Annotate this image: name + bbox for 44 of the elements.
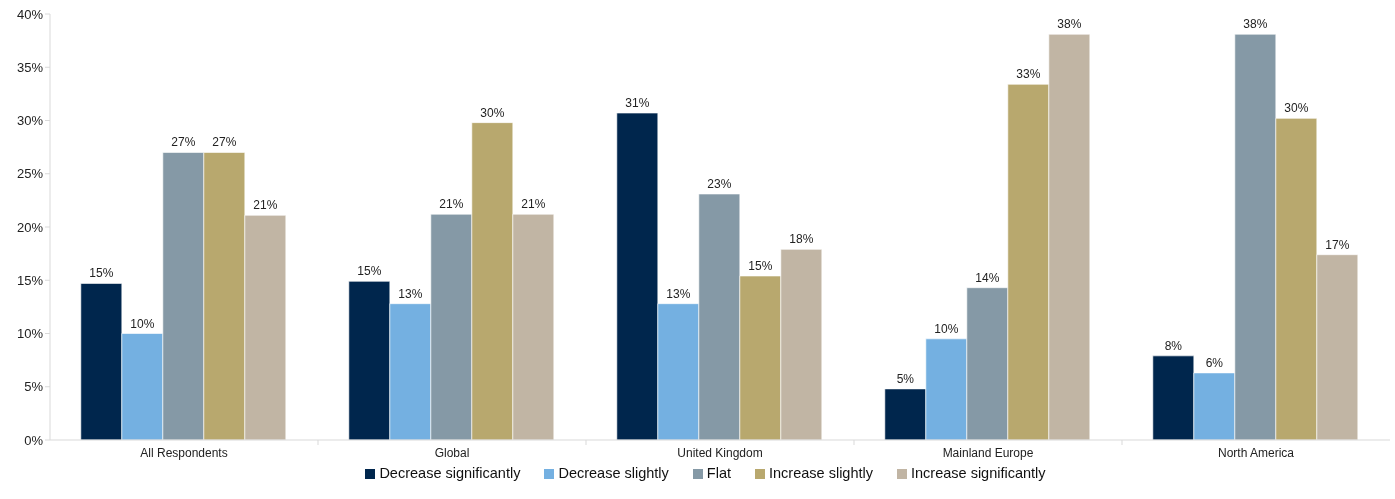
data-label: 33% bbox=[1016, 67, 1041, 82]
x-tick-label: Mainland Europe bbox=[942, 446, 1034, 460]
data-label: 15% bbox=[357, 264, 382, 279]
data-label: 27% bbox=[171, 135, 196, 150]
data-label: 30% bbox=[1284, 101, 1309, 116]
legend-label: Flat bbox=[706, 465, 732, 481]
data-label: 21% bbox=[439, 197, 464, 212]
x-tick-label: United Kingdom bbox=[677, 446, 763, 460]
y-tick-label: 5% bbox=[24, 379, 44, 395]
y-tick-label: 25% bbox=[16, 166, 44, 182]
x-tick-label: North America bbox=[1217, 446, 1295, 460]
legend-label: Increase significantly bbox=[911, 465, 1046, 481]
data-label: 5% bbox=[896, 371, 915, 386]
data-label: 13% bbox=[666, 286, 691, 301]
y-tick-label: 30% bbox=[16, 113, 44, 129]
legend-label: Decrease slightly bbox=[558, 465, 669, 481]
data-label: 14% bbox=[975, 270, 1000, 285]
data-label: 21% bbox=[253, 198, 278, 213]
data-label: 10% bbox=[934, 321, 959, 336]
y-tick-label: 40% bbox=[16, 6, 44, 22]
data-label: 17% bbox=[1325, 237, 1350, 252]
data-label: 10% bbox=[130, 316, 155, 331]
legend-label: Decrease significantly bbox=[379, 465, 521, 481]
legend-label: Increase slightly bbox=[769, 465, 873, 481]
data-label: 18% bbox=[789, 232, 814, 247]
x-tick-label: All Respondents bbox=[140, 446, 228, 460]
data-label: 38% bbox=[1243, 17, 1268, 32]
data-label: 15% bbox=[89, 266, 114, 281]
data-label: 8% bbox=[1164, 338, 1183, 353]
y-tick-label: 35% bbox=[16, 59, 44, 75]
y-tick-label: 10% bbox=[16, 326, 44, 342]
data-label: 30% bbox=[480, 105, 505, 120]
y-tick-label: 15% bbox=[16, 272, 44, 288]
data-label: 23% bbox=[707, 176, 732, 191]
y-tick-label: 0% bbox=[24, 432, 44, 448]
data-label: 27% bbox=[212, 135, 237, 150]
data-label: 31% bbox=[625, 96, 650, 111]
data-label: 13% bbox=[398, 286, 423, 301]
y-tick-label: 20% bbox=[16, 219, 44, 235]
data-label: 15% bbox=[748, 258, 773, 273]
data-label: 21% bbox=[521, 197, 546, 212]
x-tick-label: Global bbox=[434, 446, 470, 460]
data-label: 6% bbox=[1205, 355, 1224, 370]
data-label: 38% bbox=[1057, 17, 1082, 32]
